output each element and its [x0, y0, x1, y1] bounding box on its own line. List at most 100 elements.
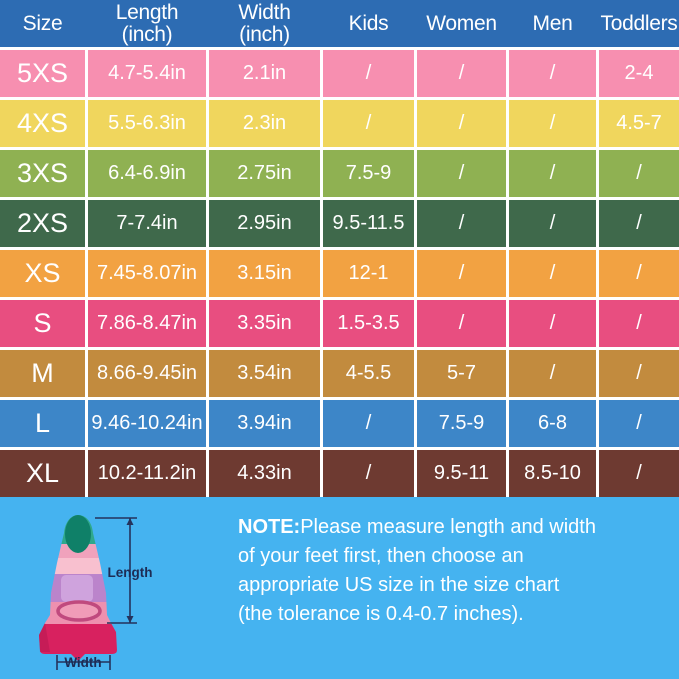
cell-kids-row-6: 1.5-3.5	[323, 300, 414, 347]
cell-men-row-2: /	[509, 100, 596, 147]
cell-women-row-1: /	[417, 50, 506, 97]
cell-width-row-1: 2.1in	[209, 50, 320, 97]
table-header: Size Length (inch) Width (inch) Kids Wom…	[0, 0, 679, 47]
cell-size-row-5: XS	[0, 250, 85, 297]
cell-kids-row-1: /	[323, 50, 414, 97]
cell-women-row-4: /	[417, 200, 506, 247]
cell-length-row-8: 9.46-10.24in	[88, 400, 206, 447]
cell-kids-row-8: /	[323, 400, 414, 447]
col-header-women: Women	[417, 0, 506, 47]
cell-kids-row-7: 4-5.5	[323, 350, 414, 397]
note-line-4: (the tolerance is 0.4-0.7 inches).	[238, 603, 524, 625]
col-header-size: Size	[0, 0, 85, 47]
cell-size-row-2: 4XS	[0, 100, 85, 147]
cell-women-row-3: /	[417, 150, 506, 197]
cell-men-row-1: /	[509, 50, 596, 97]
cell-toddlers-row-2: 4.5-7	[599, 100, 679, 147]
cell-toddlers-row-7: /	[599, 350, 679, 397]
cell-width-row-9: 4.33in	[209, 450, 320, 497]
cell-length-row-4: 7-7.4in	[88, 200, 206, 247]
footer: Length Width NOTE:Please measure length …	[0, 497, 679, 679]
note-line-1: NOTE:Please measure length and width	[238, 513, 668, 542]
note-line-3: appropriate US size in the size chart	[238, 574, 560, 596]
cell-toddlers-row-8: /	[599, 400, 679, 447]
col-header-length-unit: (inch)	[121, 22, 173, 46]
cell-width-row-3: 2.75in	[209, 150, 320, 197]
col-header-size-label: Size	[22, 11, 63, 35]
col-header-width-unit: (inch)	[239, 22, 290, 46]
cell-length-row-5: 7.45-8.07in	[88, 250, 206, 297]
fin-illustration: Length Width	[30, 511, 155, 673]
fin-tip-inner	[65, 515, 91, 553]
col-header-men-label: Men	[532, 11, 573, 35]
cell-men-row-5: /	[509, 250, 596, 297]
col-header-length: Length (inch)	[88, 0, 206, 47]
cell-women-row-2: /	[417, 100, 506, 147]
cell-length-row-3: 6.4-6.9in	[88, 150, 206, 197]
cell-width-row-2: 2.3in	[209, 100, 320, 147]
cell-width-row-7: 3.54in	[209, 350, 320, 397]
col-header-kids-label: Kids	[348, 11, 389, 35]
col-header-toddlers: Toddlers	[599, 0, 679, 47]
cell-toddlers-row-3: /	[599, 150, 679, 197]
cell-toddlers-row-9: /	[599, 450, 679, 497]
cell-length-row-1: 4.7-5.4in	[88, 50, 206, 97]
cell-width-row-5: 3.15in	[209, 250, 320, 297]
cell-size-row-4: 2XS	[0, 200, 85, 247]
col-header-kids: Kids	[323, 0, 414, 47]
cell-width-row-8: 3.94in	[209, 400, 320, 447]
cell-men-row-9: 8.5-10	[509, 450, 596, 497]
note-line-2: of your feet first, then choose an	[238, 545, 524, 567]
cell-men-row-4: /	[509, 200, 596, 247]
fin-skirt-shadow	[39, 623, 50, 652]
cell-kids-row-4: 9.5-11.5	[323, 200, 414, 247]
cell-women-row-7: 5-7	[417, 350, 506, 397]
cell-women-row-6: /	[417, 300, 506, 347]
cell-men-row-7: /	[509, 350, 596, 397]
cell-width-row-6: 3.35in	[209, 300, 320, 347]
col-header-length-label: Length	[115, 0, 179, 24]
cell-women-row-5: /	[417, 250, 506, 297]
cell-length-row-6: 7.86-8.47in	[88, 300, 206, 347]
width-label: Width	[64, 655, 101, 670]
size-table-body: 5XS 4.7-5.4in 2.1in / //2-4 4XS 5.5-6.3in 2.3in…	[0, 47, 679, 497]
col-header-men: Men	[509, 0, 596, 47]
cell-men-row-8: 6-8	[509, 400, 596, 447]
cell-size-row-7: M	[0, 350, 85, 397]
length-arrow-bottom	[126, 616, 134, 623]
cell-toddlers-row-6: /	[599, 300, 679, 347]
cell-length-row-7: 8.66-9.45in	[88, 350, 206, 397]
col-header-width: Width (inch)	[209, 0, 320, 47]
width-measure-line	[56, 655, 111, 670]
cell-kids-row-2: /	[323, 100, 414, 147]
note-text: NOTE:Please measure length and width of …	[238, 513, 668, 629]
cell-kids-row-3: 7.5-9	[323, 150, 414, 197]
cell-toddlers-row-5: /	[599, 250, 679, 297]
cell-size-row-8: L	[0, 400, 85, 447]
cell-size-row-3: 3XS	[0, 150, 85, 197]
col-header-toddlers-label: Toddlers	[600, 11, 678, 35]
cell-kids-row-5: 12-1	[323, 250, 414, 297]
cell-length-row-2: 5.5-6.3in	[88, 100, 206, 147]
cell-length-row-9: 10.2-11.2in	[88, 450, 206, 497]
cell-kids-row-9: /	[323, 450, 414, 497]
cell-size-row-1: 5XS	[0, 50, 85, 97]
fin-blade-highlight	[61, 575, 93, 602]
cell-men-row-3: /	[509, 150, 596, 197]
note-line-1-text: Please measure length and width	[300, 516, 596, 538]
note-label: NOTE:	[238, 516, 301, 538]
col-header-women-label: Women	[426, 11, 497, 35]
cell-toddlers-row-4: /	[599, 200, 679, 247]
length-label: Length	[108, 565, 153, 580]
cell-width-row-4: 2.95in	[209, 200, 320, 247]
length-arrow-top	[126, 518, 134, 525]
col-header-width-label: Width	[238, 0, 291, 24]
cell-size-row-9: XL	[0, 450, 85, 497]
cell-toddlers-row-1: 2-4	[599, 50, 679, 97]
foot-pocket-opening	[56, 600, 102, 622]
cell-women-row-9: 9.5-11	[417, 450, 506, 497]
cell-women-row-8: 7.5-9	[417, 400, 506, 447]
cell-size-row-6: S	[0, 300, 85, 347]
cell-men-row-6: /	[509, 300, 596, 347]
